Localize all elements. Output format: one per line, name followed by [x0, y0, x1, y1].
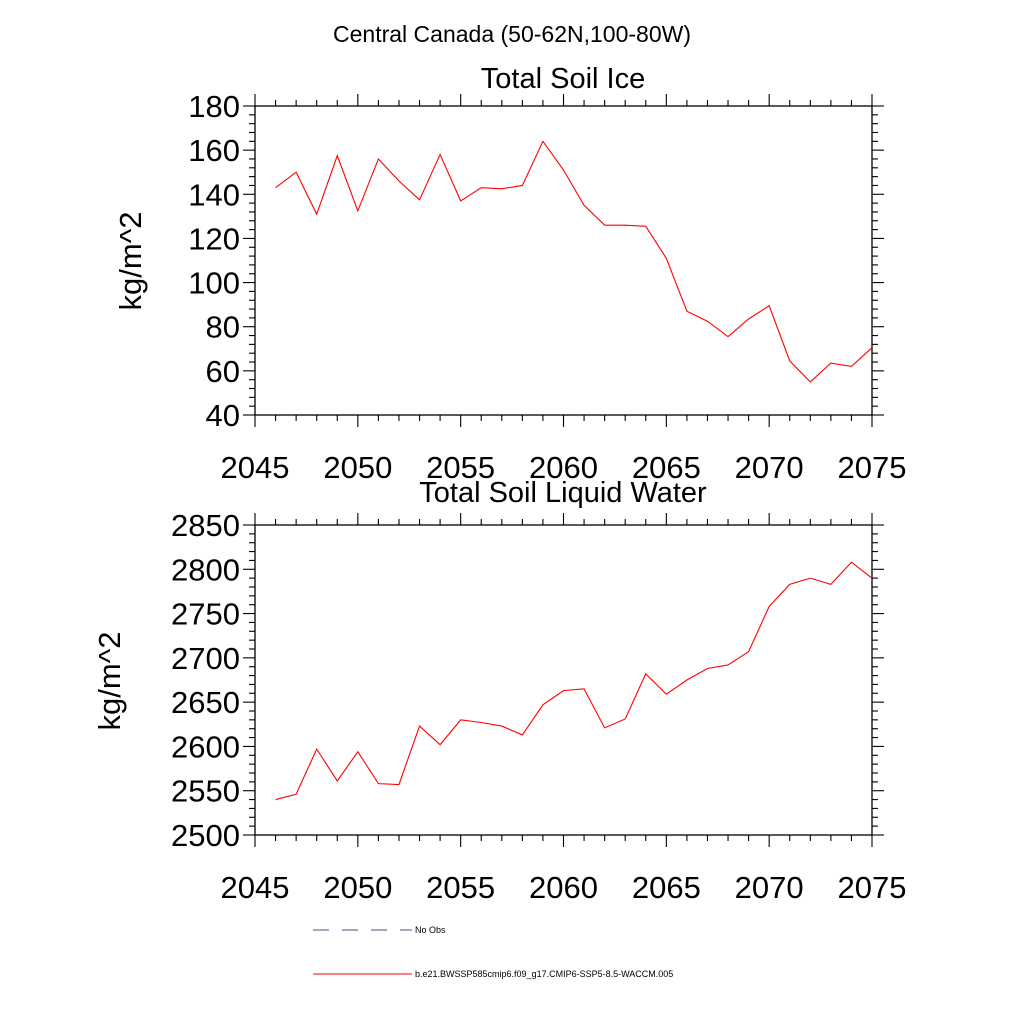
x-tick-label: 2060 — [529, 870, 598, 905]
panel-2-title: Total Soil Liquid Water — [419, 477, 707, 509]
x-tick-label: 2065 — [632, 870, 701, 905]
y-tick-label: 2550 — [171, 774, 240, 809]
panel-1-title: Total Soil Ice — [481, 63, 645, 95]
panel-1-series — [275, 140, 873, 383]
y-tick-label: 140 — [188, 177, 240, 212]
x-tick-label: 2065 — [632, 450, 701, 485]
y-tick-label: 180 — [188, 89, 240, 124]
y-tick-label: 160 — [188, 133, 240, 168]
y-tick-label: 100 — [188, 266, 240, 301]
y-tick-label: 2650 — [171, 685, 240, 720]
x-tick-label: 2075 — [838, 870, 907, 905]
panel-2-plot-frame — [254, 524, 873, 836]
x-tick-label: 2045 — [221, 870, 290, 905]
panel-2-ticks: 2045 2050 2055 2060 2065 2070 2075 2500 2550 2600… — [171, 508, 906, 905]
panel-1-plot-frame — [254, 105, 873, 416]
x-tick-label: 2055 — [426, 450, 495, 485]
panel-1-y-axis-label: kg/m^2 — [113, 212, 148, 311]
y-tick-label: 2600 — [171, 729, 240, 764]
figure-main-title: Central Canada (50-62N,100-80W) — [333, 21, 691, 47]
legend-obs-label: No Obs — [415, 925, 446, 935]
x-tick-label: 2045 — [221, 450, 290, 485]
panel-2-y-axis-label: kg/m^2 — [92, 632, 127, 731]
y-tick-label: 60 — [206, 354, 240, 389]
panel-2-series — [275, 561, 873, 801]
panel-1-ticks: 2045 2050 2055 2060 2065 2070 2075 40 60 80 100 120… — [188, 89, 906, 485]
series-line — [275, 140, 873, 383]
x-tick-label: 2055 — [426, 870, 495, 905]
y-tick-label: 80 — [206, 310, 240, 345]
y-tick-label: 2500 — [171, 818, 240, 853]
y-tick-label: 2850 — [171, 508, 240, 543]
legend: No Obs b.e21.BWSSP585cmip6.f09_g17.CMIP6… — [313, 925, 673, 979]
y-tick-label: 2750 — [171, 597, 240, 632]
x-tick-label: 2050 — [323, 450, 392, 485]
series-line — [275, 561, 873, 801]
y-tick-label: 2800 — [171, 552, 240, 587]
x-tick-label: 2050 — [323, 870, 392, 905]
legend-model-label: b.e21.BWSSP585cmip6.f09_g17.CMIP6-SSP5-8… — [415, 969, 673, 979]
y-tick-label: 2700 — [171, 641, 240, 676]
x-tick-label: 2070 — [735, 450, 804, 485]
x-tick-label: 2070 — [735, 870, 804, 905]
y-tick-label: 40 — [206, 398, 240, 433]
panel-soil-ice: Total Soil Ice 2045 2050 2055 2060 2065 2070 2… — [113, 63, 906, 485]
y-tick-label: 120 — [188, 221, 240, 256]
x-tick-label: 2060 — [529, 450, 598, 485]
panel-soil-liquid-water: Total Soil Liquid Water 2045 2050 2055 2060… — [92, 477, 906, 905]
x-tick-label: 2075 — [838, 450, 907, 485]
